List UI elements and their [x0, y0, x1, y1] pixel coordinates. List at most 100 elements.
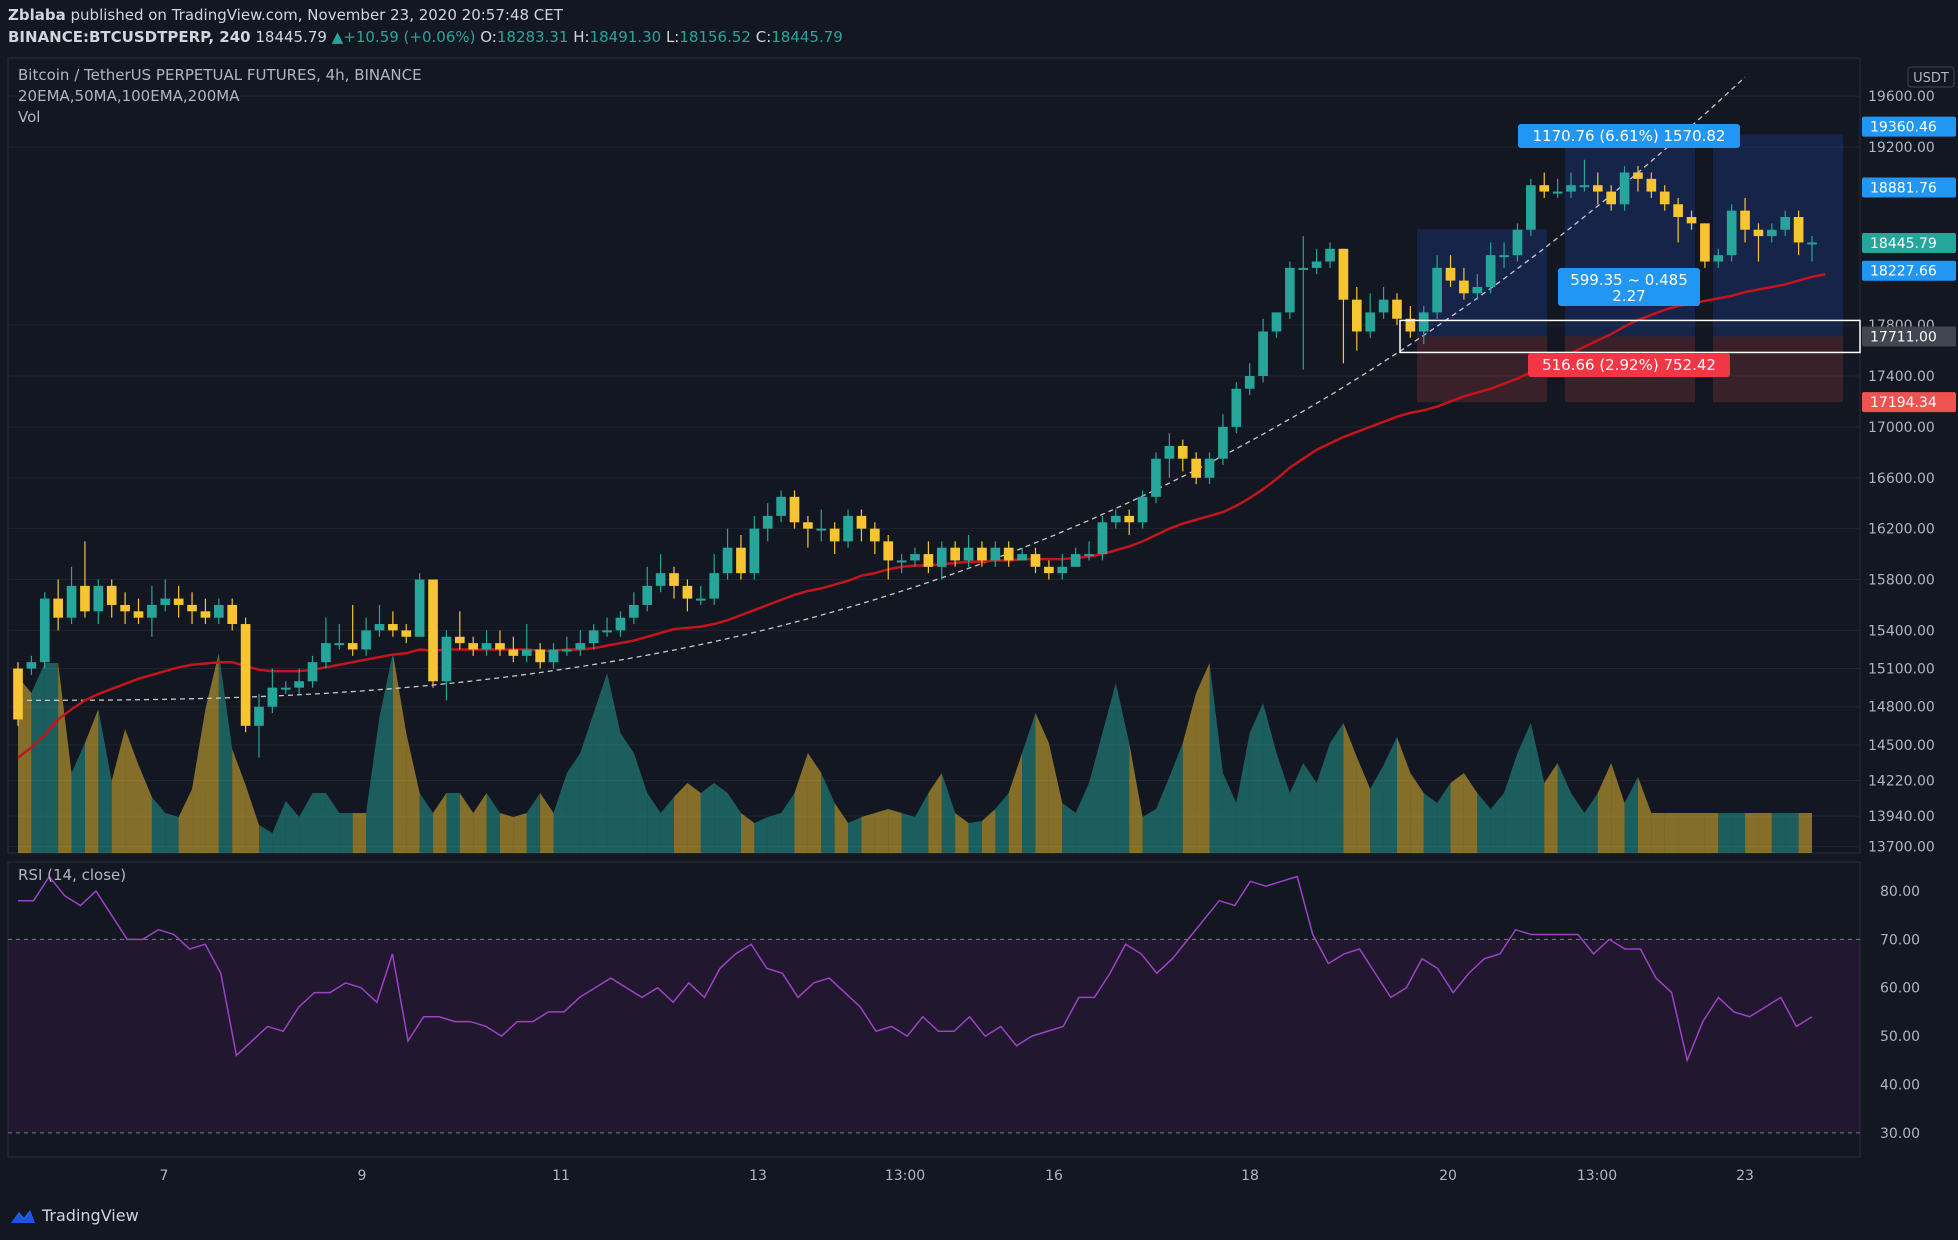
volume-bar [1557, 763, 1572, 853]
candle [80, 541, 90, 618]
rsi-tick-label: 30.00 [1880, 1126, 1920, 1142]
volume-bar [1370, 765, 1384, 853]
candle [1566, 172, 1576, 198]
volume-bar [31, 663, 45, 853]
price-label-badge [1862, 392, 1956, 413]
candle [910, 547, 920, 567]
chart-canvas[interactable]: 13700.0013940.0014220.0014500.0014800.00… [0, 50, 1958, 1192]
volume-bar [834, 803, 849, 853]
candle [1124, 509, 1135, 535]
candle [1070, 547, 1081, 567]
price-pane [7, 57, 1861, 854]
volume-bar [1129, 743, 1143, 853]
rsi-line [18, 875, 1813, 1063]
candle-body [401, 630, 412, 637]
candle-body [910, 554, 920, 561]
candle-body [548, 649, 559, 663]
volume-bar [995, 793, 1009, 853]
candle [1445, 255, 1456, 287]
candle [575, 630, 586, 656]
candle-body [843, 515, 853, 542]
candle [588, 624, 599, 650]
price-label-badge [1862, 232, 1956, 253]
volume-bar [553, 773, 567, 853]
volume-bar [1637, 777, 1652, 853]
candle [1659, 185, 1670, 211]
candle [1700, 223, 1710, 268]
volume-bar [941, 773, 956, 853]
tradingview-brand[interactable]: TradingView [10, 1206, 139, 1225]
candle [1713, 248, 1724, 268]
volume-bar [1624, 777, 1638, 853]
candle [1392, 293, 1402, 326]
rsi-legend[interactable]: RSI (14, close) [18, 866, 127, 884]
candle [709, 554, 719, 605]
volume-bar [1651, 813, 1665, 853]
author-name[interactable]: Zblaba [8, 6, 66, 24]
volume-bar [192, 709, 206, 853]
candle [160, 579, 171, 612]
candle-body [1552, 191, 1563, 194]
candle-body [1740, 210, 1750, 230]
candle [1552, 178, 1563, 198]
candle-body [1285, 267, 1295, 313]
candle [1726, 204, 1737, 262]
volume-bar [138, 765, 152, 853]
candle [1753, 223, 1764, 262]
candle-body [1753, 229, 1764, 237]
volume-bar [981, 809, 996, 853]
volume-bar [767, 813, 782, 853]
candle [334, 624, 345, 650]
candle-body [374, 624, 385, 631]
volume-bar [1115, 683, 1130, 853]
candle-body [267, 687, 278, 707]
candle [1485, 242, 1496, 294]
candle [39, 592, 50, 669]
volume-bar [1477, 793, 1491, 853]
volume-bar [1785, 813, 1799, 853]
volume-bar [84, 709, 99, 853]
indicator-list[interactable]: 20EMA,50MA,100EMA,200MA [18, 87, 240, 105]
candle-body [1258, 331, 1268, 376]
rsi-tick-label: 80.00 [1880, 884, 1920, 900]
candle-body [1378, 299, 1389, 313]
candle [1204, 452, 1215, 485]
candle-body [615, 617, 626, 631]
candle [13, 662, 23, 726]
candle-body [1646, 178, 1657, 192]
candle [816, 509, 827, 542]
candle-body [214, 604, 224, 618]
footer: TradingView [0, 1192, 1958, 1240]
volume-bar [205, 653, 219, 853]
candle-body [950, 547, 960, 561]
price-tick-label: 16600.00 [1868, 471, 1935, 487]
volume-bar [1048, 743, 1063, 853]
candle-body [736, 547, 746, 574]
volume-bar [392, 653, 407, 853]
candle [963, 535, 974, 567]
low-label: L: [665, 28, 680, 46]
candle [990, 541, 1001, 567]
time-tick-label: 16 [1045, 1168, 1063, 1184]
time-tick-label: 23 [1736, 1168, 1754, 1184]
candle-body [1472, 286, 1483, 294]
volume-legend[interactable]: Vol [18, 108, 41, 126]
candle [481, 630, 492, 656]
candle [829, 522, 840, 555]
candle [361, 617, 371, 656]
candle [1338, 248, 1349, 364]
candle-body [1003, 547, 1014, 561]
candle [1793, 210, 1804, 256]
volume-bar [499, 813, 514, 853]
candle [26, 655, 37, 675]
volume-bar [1276, 753, 1290, 853]
volume-bar [1356, 757, 1371, 853]
candle [1298, 236, 1309, 370]
candle-body [655, 573, 666, 586]
volume-bar [1142, 809, 1156, 853]
candle [1378, 286, 1389, 319]
candle [1686, 210, 1697, 230]
volume-bar [1330, 723, 1344, 853]
candle-body [977, 547, 987, 561]
volume-bar [98, 709, 112, 853]
